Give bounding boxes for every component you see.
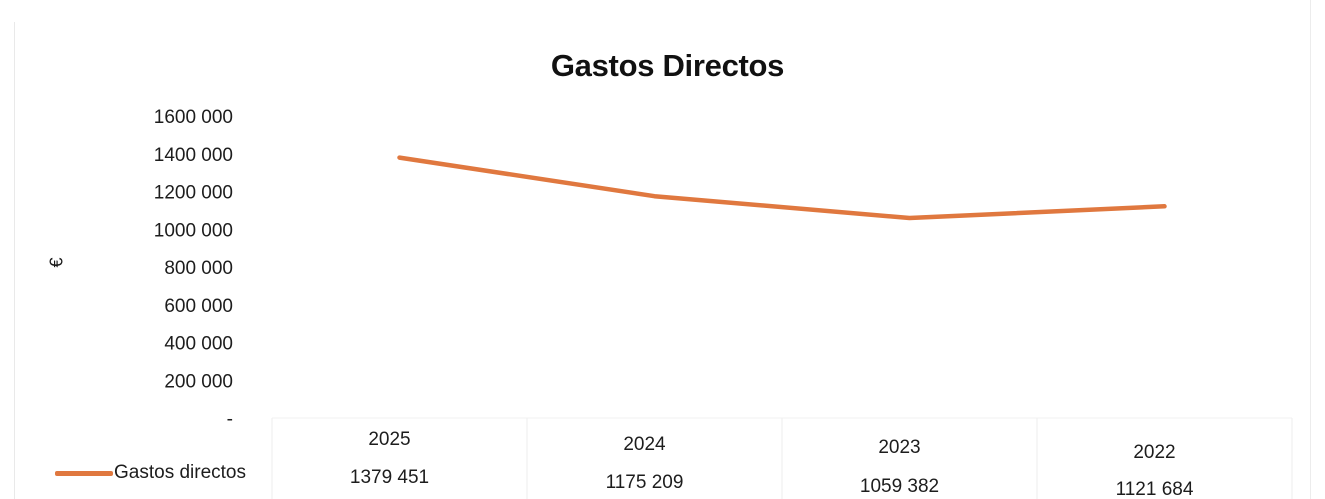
series-layer xyxy=(397,155,1167,221)
value-label: 1175 209 xyxy=(606,472,684,493)
value-label: 1059 382 xyxy=(860,476,939,497)
y-tick-label: 600 000 xyxy=(164,296,233,317)
legend-label-gastos-directos: Gastos directos xyxy=(114,462,246,483)
category-label: 2023 xyxy=(878,437,920,458)
frame-border-left xyxy=(14,22,15,499)
category-label: 2022 xyxy=(1133,442,1175,463)
legend-swatch-gastos-directos xyxy=(55,470,113,476)
frame-border-right xyxy=(1310,0,1311,499)
y-tick-label: - xyxy=(227,409,233,430)
legend: Gastos directos xyxy=(55,460,246,486)
y-tick-label: 1400 000 xyxy=(154,145,233,166)
value-labels: 1379 451 1175 209 1059 382 1121 684 xyxy=(350,467,1194,499)
category-label: 2025 xyxy=(368,429,410,450)
category-label: 2024 xyxy=(623,434,666,455)
category-labels: 2025 2024 2023 2022 xyxy=(368,429,1175,463)
value-label: 1379 451 xyxy=(350,467,429,488)
y-tick-label: 1600 000 xyxy=(154,107,233,128)
y-axis-ticks: - 200 000 400 000 600 000 800 000 1000 000 120… xyxy=(154,107,233,430)
series-line-gastos-directos xyxy=(397,155,1167,221)
data-table-lines xyxy=(271,417,1293,499)
y-tick-label: 200 000 xyxy=(164,371,233,392)
y-tick-label: 400 000 xyxy=(164,334,233,355)
y-tick-label: 1000 000 xyxy=(154,220,233,241)
y-tick-label: 800 000 xyxy=(164,258,233,279)
value-label: 1121 684 xyxy=(1116,479,1194,499)
y-tick-label: 1200 000 xyxy=(154,183,233,204)
chart-title: Gastos Directos xyxy=(550,48,785,83)
